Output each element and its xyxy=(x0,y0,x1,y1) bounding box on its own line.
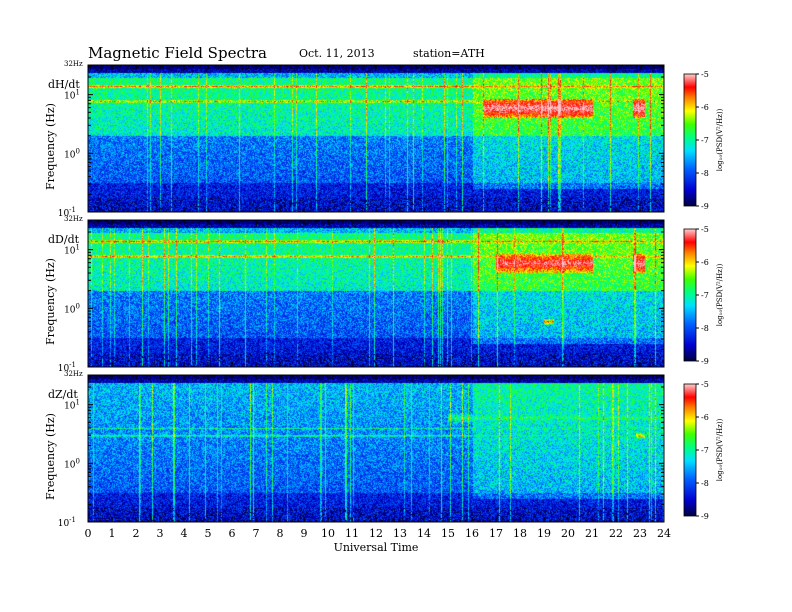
colorbar-tick-label: -7 xyxy=(701,291,709,300)
panel-dh-dt: dH/dt 32Hz 101 100 10-1 Frequency (Hz) -5 -6 -7 -… xyxy=(44,60,724,219)
panel-dd-dt: dD/dt 32Hz 101 100 10-1 Frequency (Hz) -5 -6 -7 -… xyxy=(44,215,724,374)
x-tick-label: 22 xyxy=(609,527,623,540)
colorbar-label: log₁₀(PSD(V²/Hz)) xyxy=(716,108,724,171)
y-tick-label: 101 xyxy=(64,89,80,102)
y-axis-label: Frequency (Hz) xyxy=(44,258,57,345)
x-tick-label: 10 xyxy=(321,527,335,540)
x-tick-label: 16 xyxy=(465,527,479,540)
panel-dz-dt: dZ/dt 32Hz 101 100 10-1 Frequency (Hz) -5 -6 -7 -… xyxy=(44,370,724,529)
colorbar xyxy=(683,383,697,517)
x-tick-label: 13 xyxy=(393,527,407,540)
colorbar-tick-label: -5 xyxy=(701,70,709,79)
panel-name: dH/dt xyxy=(48,78,80,91)
colorbar-tick-label: -9 xyxy=(701,357,709,366)
x-tick-label: 12 xyxy=(369,527,383,540)
spectrogram-image xyxy=(88,375,664,522)
figure-title: Magnetic Field Spectra xyxy=(88,44,267,62)
spectrogram-image xyxy=(88,65,664,212)
x-tick-label: 20 xyxy=(561,527,575,540)
colorbar-tick-label: -5 xyxy=(701,225,709,234)
x-tick-label: 14 xyxy=(417,527,431,540)
colorbar xyxy=(683,228,697,362)
x-tick-label: 15 xyxy=(441,527,455,540)
colorbar-label: log₁₀(PSD(V²/Hz)) xyxy=(716,263,724,326)
x-tick-label: 6 xyxy=(229,527,236,540)
x-tick-label: 24 xyxy=(657,527,671,540)
colorbar-tick-label: -8 xyxy=(701,169,709,178)
x-tick-label: 4 xyxy=(181,527,188,540)
panel-name: dD/dt xyxy=(48,233,80,246)
colorbar-tick-label: -7 xyxy=(701,136,709,145)
colorbar-tick-label: -5 xyxy=(701,380,709,389)
x-tick-label: 0 xyxy=(85,527,92,540)
x-tick-label: 7 xyxy=(253,527,260,540)
y-top-label: 32Hz xyxy=(64,370,83,378)
colorbar-tick-label: -8 xyxy=(701,479,709,488)
x-axis-label: Universal Time xyxy=(334,541,419,554)
y-axis-label: Frequency (Hz) xyxy=(44,103,57,190)
spectrogram-image xyxy=(88,220,664,367)
x-tick-label: 8 xyxy=(277,527,284,540)
x-tick-label: 11 xyxy=(345,527,359,540)
y-tick-label: 10-1 xyxy=(58,361,76,374)
colorbar-tick-label: -6 xyxy=(701,258,709,267)
x-tick-label: 17 xyxy=(489,527,503,540)
colorbar-tick-label: -9 xyxy=(701,512,709,521)
y-tick-label: 10-1 xyxy=(58,206,76,219)
y-axis-label: Frequency (Hz) xyxy=(44,413,57,500)
x-tick-label: 19 xyxy=(537,527,551,540)
y-tick-label: 10-1 xyxy=(58,516,76,529)
colorbar-tick-label: -9 xyxy=(701,202,709,211)
x-tick-label: 3 xyxy=(157,527,164,540)
x-tick-label: 21 xyxy=(585,527,599,540)
colorbar-tick-label: -8 xyxy=(701,324,709,333)
colorbar-tick-label: -6 xyxy=(701,413,709,422)
x-tick-label: 5 xyxy=(205,527,212,540)
panel-name: dZ/dt xyxy=(48,388,78,401)
y-tick-label: 101 xyxy=(64,244,80,257)
colorbar-label: log₁₀(PSD(V²/Hz)) xyxy=(716,418,724,481)
colorbar-tick-label: -7 xyxy=(701,446,709,455)
y-tick-label: 100 xyxy=(64,457,80,470)
x-tick-label: 18 xyxy=(513,527,527,540)
y-tick-label: 101 xyxy=(64,399,80,412)
y-tick-label: 100 xyxy=(64,302,80,315)
x-tick-label: 1 xyxy=(109,527,116,540)
x-tick-label: 9 xyxy=(301,527,308,540)
figure-date: Oct. 11, 2013 xyxy=(299,47,375,60)
colorbar xyxy=(683,73,697,207)
y-top-label: 32Hz xyxy=(64,215,83,223)
station-label: station=ATH xyxy=(413,47,485,60)
x-tick-label: 2 xyxy=(133,527,140,540)
colorbar-tick-label: -6 xyxy=(701,103,709,112)
y-tick-label: 100 xyxy=(64,147,80,160)
x-tick-label: 23 xyxy=(633,527,647,540)
y-top-label: 32Hz xyxy=(64,60,83,68)
